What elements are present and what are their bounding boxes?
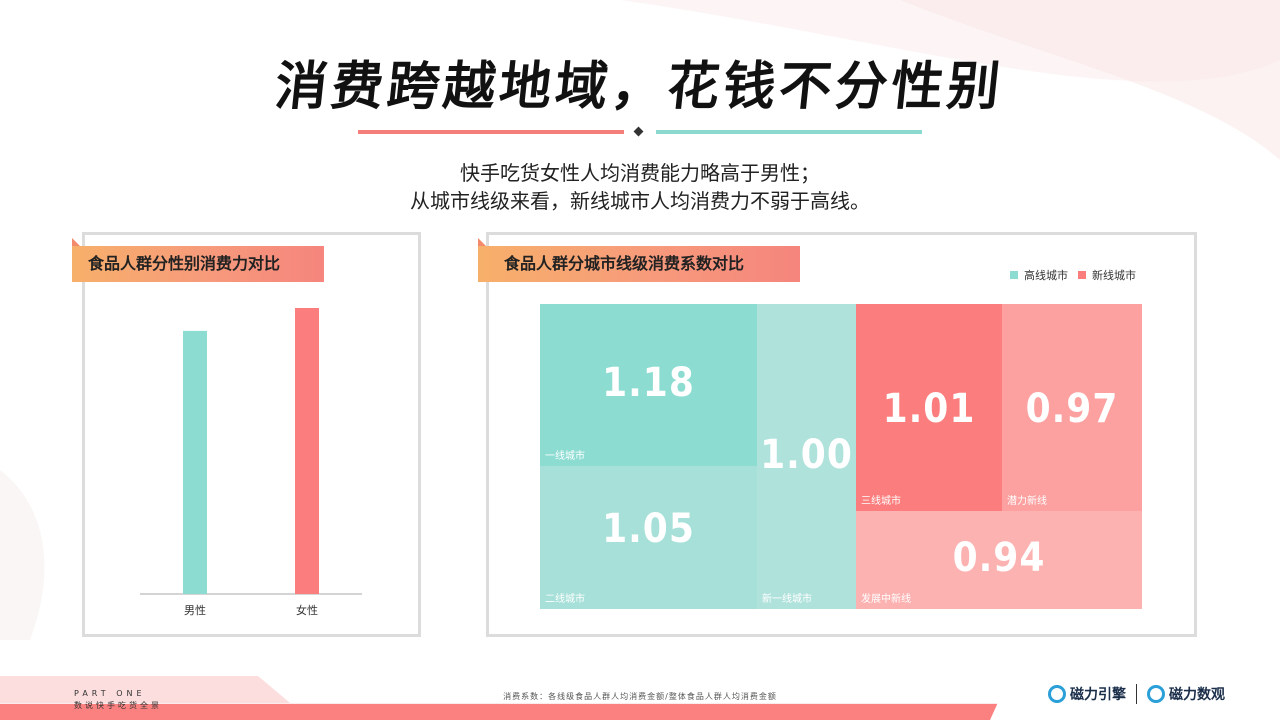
gender-bar-chart: 男性 女性	[140, 308, 362, 617]
bar-1	[295, 308, 319, 594]
x-tick-label-1: 女性	[296, 603, 318, 617]
city-tier-chart-panel	[486, 232, 1197, 637]
brand-logos: 磁力引擎 磁力数观	[1048, 684, 1225, 704]
legend-swatch-high-tier	[1010, 271, 1018, 279]
footer-part-label: PART ONE	[74, 689, 146, 698]
title-divider-diamond	[633, 126, 644, 137]
x-tick-label-0: 男性	[184, 603, 206, 617]
cili-engine-logo-icon	[1048, 685, 1066, 703]
cili-engine-logo-text: 磁力引擎	[1070, 687, 1126, 703]
title-divider-left	[358, 130, 624, 134]
page-title: 消费跨越地域，花钱不分性别	[272, 57, 1007, 117]
legend-label-new-tier: 新线城市	[1092, 269, 1136, 282]
subtitle-line-1: 快手吃货女性人均消费能力略高于男性；	[460, 161, 820, 185]
title-divider-right	[656, 130, 922, 134]
legend-item-high-tier: 高线城市	[1010, 267, 1068, 283]
logo-separator	[1136, 684, 1137, 704]
footer-band	[0, 676, 1280, 720]
bar-0	[183, 330, 207, 594]
subtitle-line-2: 从城市线级来看，新线城市人均消费力不弱于高线。	[410, 189, 870, 213]
gender-chart-title: 食品人群分性别消费力对比	[72, 246, 324, 282]
legend-item-new-tier: 新线城市	[1078, 267, 1136, 283]
tag-corner-left	[72, 238, 80, 246]
footnote: 消费系数：各线级食品人群人均消费金额/整体食品人群人均消费金额	[503, 692, 777, 701]
cili-shuguan-logo-icon	[1147, 685, 1165, 703]
legend-swatch-new-tier	[1078, 271, 1086, 279]
legend-label-high-tier: 高线城市	[1024, 269, 1068, 282]
city-tier-chart-title: 食品人群分城市线级消费系数对比	[478, 246, 800, 282]
cili-shuguan-logo-text: 磁力数观	[1169, 687, 1225, 703]
footer-section-label: 数说快手吃货全景	[74, 701, 162, 710]
gender-chart-panel	[82, 232, 421, 637]
tag-corner-right	[478, 238, 486, 246]
